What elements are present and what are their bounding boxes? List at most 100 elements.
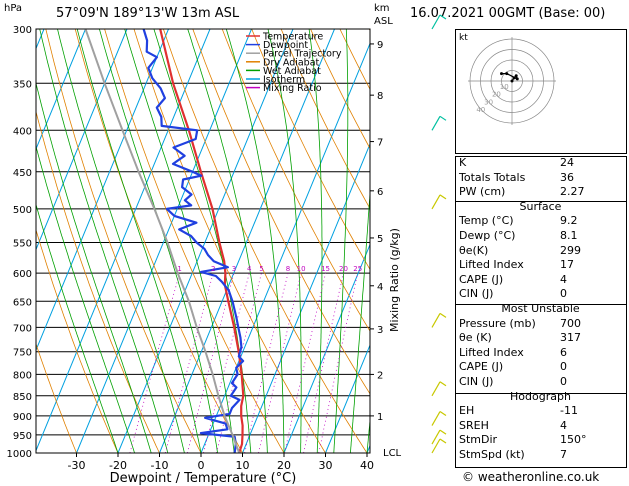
legend-label: Dry Adiabat: [263, 57, 320, 68]
pressure-tick-label: 400: [13, 126, 32, 137]
wind-barb-feather: [439, 429, 447, 435]
index-row: Totals Totals 36: [455, 171, 626, 186]
isotherm-line: [325, 343, 370, 453]
x-tick-label: 0: [198, 459, 205, 472]
x-tick-label: 30: [319, 459, 333, 472]
most-unstable-row-value: 0: [560, 374, 567, 388]
wet-adiabat: [267, 29, 302, 453]
wet-adiabat: [36, 81, 152, 453]
pressure-tick-label: 950: [13, 431, 32, 442]
hodograph-row-value: 7: [560, 447, 567, 461]
most-unstable-row-label: Lifted Index: [459, 345, 524, 359]
wet-adiabat: [57, 29, 185, 453]
index-row-value: 36: [560, 170, 574, 184]
wind-barb: [431, 429, 441, 445]
surface-row-value: 17: [560, 258, 574, 272]
indices-box-top: [455, 156, 627, 202]
dry-adiabat: [192, 29, 370, 395]
wind-barb: [431, 438, 441, 454]
wind-barb: [431, 194, 441, 210]
pressure-tick-label: 650: [13, 297, 32, 308]
hodograph-point: [500, 72, 503, 76]
x-tick-label: -20: [109, 459, 127, 472]
pressure-tick-label: 900: [13, 412, 32, 423]
wind-barb: [431, 116, 441, 131]
dry-adiabat: [399, 29, 455, 453]
mixing-ratio-axis-label: Mixing Ratio (g/kg): [388, 228, 401, 332]
index-row-label: K: [459, 156, 467, 169]
wind-barb-feather: [439, 115, 447, 121]
wind-barb: [431, 14, 441, 30]
x-tick-label: -10: [151, 459, 169, 472]
indices-box-mu: [455, 304, 627, 394]
hodograph-row-label: StmSpd (kt): [459, 447, 525, 461]
mixing-ratio-line: [284, 273, 326, 453]
km-tick-label: 8: [377, 91, 383, 102]
hodograph-row-value: 4: [560, 418, 567, 432]
wind-barb: [431, 381, 441, 397]
most-unstable-row: θe (K) 317: [455, 331, 626, 346]
most-unstable-row: Pressure (mb) 700: [455, 317, 626, 332]
isotherm-line: [242, 142, 370, 453]
x-axis-label: Dewpoint / Temperature (°C): [110, 471, 297, 486]
wet-adiabat: [39, 29, 169, 453]
skewt-chart: 1 2 3 4 5 8 10 15 20 25 3003504004505005506006507…: [7, 14, 455, 486]
x-tick-label: 20: [277, 459, 291, 472]
mixing-ratio-line: [129, 272, 180, 453]
isotherm-line: [36, 29, 86, 151]
hodograph-ring-label: 10: [500, 83, 509, 91]
most-unstable-row-value: 700: [560, 316, 581, 330]
mixing-ratio-label: 3: [232, 265, 236, 273]
temperature-line: [159, 29, 245, 453]
surface-row-value: 0: [560, 287, 567, 301]
surface-row-value: 299: [560, 243, 581, 257]
asl-label: ASL: [374, 16, 393, 27]
mixing-ratio-line: [303, 273, 344, 453]
pressure-tick-label: 350: [13, 79, 32, 90]
mixing-ratio-label: 15: [321, 265, 330, 273]
pressure-tick-label: 850: [13, 392, 32, 403]
pressure-tick-label: 600: [13, 269, 32, 280]
most-unstable-row: CAPE (J) 0: [455, 360, 626, 375]
wind-barb-feather: [439, 194, 447, 200]
most-unstable-row-value: 0: [560, 360, 567, 374]
index-row-value: 24: [560, 156, 574, 169]
wind-barb-feather: [439, 14, 447, 20]
mixing-ratio-label: 10: [297, 265, 306, 273]
surface-row: CAPE (J) 4: [455, 273, 626, 288]
wind-barb: [431, 313, 441, 328]
most-unstable-row-label: CAPE (J): [459, 360, 504, 374]
mixing-ratio-label: 5: [259, 265, 263, 273]
hodograph-row: SREH 4: [455, 419, 626, 434]
hodograph-header: Hodograph: [510, 389, 571, 403]
hodograph-row-label: SREH: [459, 418, 489, 432]
dry-adiabat: [74, 29, 243, 453]
hodograph-point: [515, 77, 519, 81]
isotherm-line: [283, 243, 370, 453]
wind-barb: [431, 411, 441, 426]
x-tick-label: 10: [236, 459, 250, 472]
surface-row-label: CIN (J): [459, 287, 494, 301]
credit-label: © weatheronline.co.uk: [462, 470, 600, 484]
most-unstable-header: Most Unstable: [501, 301, 580, 315]
hodograph-unit-label: kt: [459, 33, 468, 43]
km-tick-label: 1: [377, 412, 383, 423]
pressure-tick-label: 750: [13, 348, 32, 359]
wet-adiabat: [124, 29, 235, 453]
surface-row-value: 9.2: [560, 214, 578, 228]
location-title: 57°09'N 189°13'W 13m ASL: [56, 6, 240, 21]
most-unstable-row-value: 6: [560, 345, 567, 359]
surface-row: θe(K) 299: [455, 244, 626, 259]
wind-barb-feather: [439, 411, 447, 417]
isotherm-line: [36, 29, 211, 452]
hodograph-ring-label: 30: [484, 98, 493, 106]
surface-row-label: θe(K): [459, 243, 489, 257]
parcel-trajectory-line: [84, 29, 241, 453]
surface-row-value: 8.1: [560, 228, 578, 242]
most-unstable-row: CIN (J) 0: [455, 375, 626, 390]
surface-row: Temp (°C) 9.2: [455, 214, 626, 229]
pressure-tick-label: 550: [13, 238, 32, 249]
surface-header: Surface: [519, 199, 562, 213]
index-row-label: Totals Totals: [459, 170, 526, 184]
dry-adiabat: [280, 29, 370, 210]
